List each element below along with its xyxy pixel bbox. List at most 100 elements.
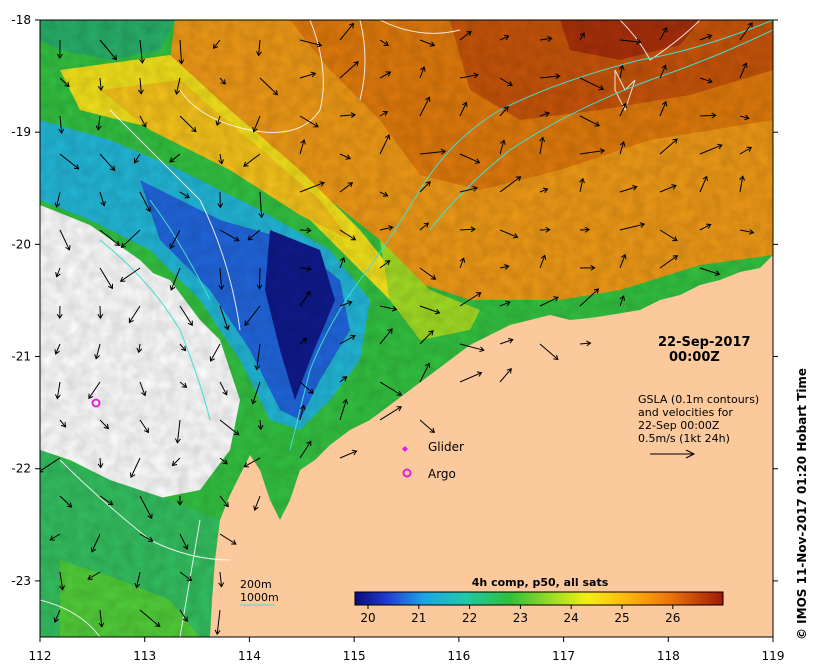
velocity-arrow — [539, 73, 561, 80]
plot-frame — [39, 19, 774, 638]
velocity-arrow — [128, 305, 141, 324]
velocity-arrow — [59, 229, 71, 251]
velocity-arrow — [659, 100, 668, 117]
colorbar-tick-label: 23 — [513, 611, 528, 625]
velocity-arrow — [339, 300, 353, 307]
velocity-arrow — [174, 77, 181, 95]
argo-label: Argo — [428, 467, 456, 481]
velocity-arrow — [219, 419, 240, 436]
velocity-arrow — [214, 609, 221, 636]
velocity-arrow — [619, 38, 642, 45]
velocity-arrow — [138, 77, 144, 95]
velocity-arrow — [99, 153, 116, 171]
velocity-arrow — [699, 77, 713, 84]
velocity-arrow — [699, 175, 708, 193]
x-tick-label: 116 — [447, 649, 470, 663]
velocity-arrow — [56, 305, 63, 320]
velocity-arrow — [94, 343, 101, 360]
velocity-arrow — [299, 265, 312, 272]
velocity-arrow — [299, 39, 323, 48]
velocity-arrow — [459, 101, 468, 117]
velocity-arrow — [253, 495, 261, 511]
velocity-arrow — [459, 226, 476, 233]
velocity-arrow — [739, 175, 745, 193]
velocity-arrow — [299, 181, 325, 193]
velocity-arrow — [169, 229, 181, 250]
velocity-arrow — [129, 457, 141, 479]
velocity-arrow — [219, 381, 228, 396]
velocity-arrow — [219, 495, 229, 508]
velocity-arrow — [139, 191, 151, 213]
velocity-arrow — [97, 77, 104, 92]
velocity-arrow — [139, 381, 147, 397]
colorbar-tick-label: 24 — [564, 611, 579, 625]
x-tick-label: 117 — [552, 649, 575, 663]
velocity-arrow — [419, 362, 431, 383]
velocity-arrow — [176, 495, 183, 506]
argo-marker — [402, 468, 412, 478]
velocity-arrow — [169, 267, 181, 291]
velocity-arrow — [699, 267, 721, 276]
velocity-arrow — [219, 533, 237, 545]
velocity-arrow — [339, 376, 348, 383]
velocity-arrow — [120, 229, 141, 249]
velocity-arrow — [218, 571, 225, 588]
velocity-arrow — [499, 229, 519, 239]
velocity-arrow — [659, 64, 667, 79]
velocity-arrow — [419, 305, 441, 315]
velocity-arrow — [95, 115, 102, 131]
velocity-arrow — [459, 257, 466, 269]
velocity-arrow — [379, 260, 391, 269]
y-tick-label: -20 — [11, 237, 31, 251]
velocity-arrow — [58, 115, 65, 134]
argo-float-point — [91, 398, 101, 408]
velocity-arrow — [499, 77, 513, 86]
velocity-arrow — [339, 449, 358, 459]
velocity-arrow — [619, 222, 646, 231]
velocity-arrow — [539, 136, 546, 155]
velocity-arrow — [499, 337, 514, 345]
velocity-arrow — [579, 32, 585, 41]
velocity-arrow — [619, 295, 626, 307]
date-label: 22-Sep-2017 — [658, 335, 751, 350]
velocity-arrow — [699, 112, 717, 119]
velocity-arrow — [299, 404, 306, 421]
velocity-arrow — [339, 182, 354, 193]
velocity-arrow — [139, 115, 147, 128]
velocity-arrow — [459, 153, 481, 164]
velocity-arrow — [499, 264, 510, 270]
velocity-arrow — [619, 253, 627, 269]
velocity-arrow — [459, 343, 485, 353]
velocity-arrow — [99, 191, 106, 207]
velocity-arrow — [219, 305, 230, 331]
velocity-arrow — [579, 340, 592, 347]
velocity-arrow — [459, 30, 472, 41]
velocity-arrow — [419, 66, 426, 79]
colorbar-ticks: 20 21 22 23 24 25 26 — [360, 605, 680, 625]
velocity-arrow — [419, 267, 437, 280]
velocity-arrow — [133, 153, 141, 164]
velocity-arrow — [55, 267, 61, 278]
velocity-arrow — [499, 176, 522, 193]
velocity-arrow — [40, 457, 61, 473]
velocity-arrow — [379, 328, 393, 345]
velocity-arrow — [259, 77, 279, 96]
velocity-arrow — [419, 96, 431, 117]
velocity-arrow — [219, 77, 226, 85]
colorbar-tick-label: 22 — [462, 611, 477, 625]
colorbar — [354, 591, 724, 606]
velocity-arrow — [299, 227, 312, 234]
velocity-arrow — [459, 371, 483, 383]
velocity-arrow — [379, 39, 390, 46]
time-label: 00:00Z — [669, 350, 720, 365]
velocity-arrow — [539, 35, 553, 42]
velocity-arrow — [174, 419, 181, 444]
velocity-arrow — [619, 141, 626, 155]
gsla-line-1: GSLA (0.1m contours) — [638, 393, 759, 406]
velocity-arrow — [179, 343, 187, 352]
velocity-arrow — [99, 39, 118, 61]
velocity-arrow — [539, 296, 559, 307]
colorbar-title: 4h comp, p50, all sats — [472, 576, 609, 589]
velocity-arrow — [539, 254, 547, 269]
velocity-arrow — [243, 153, 261, 167]
